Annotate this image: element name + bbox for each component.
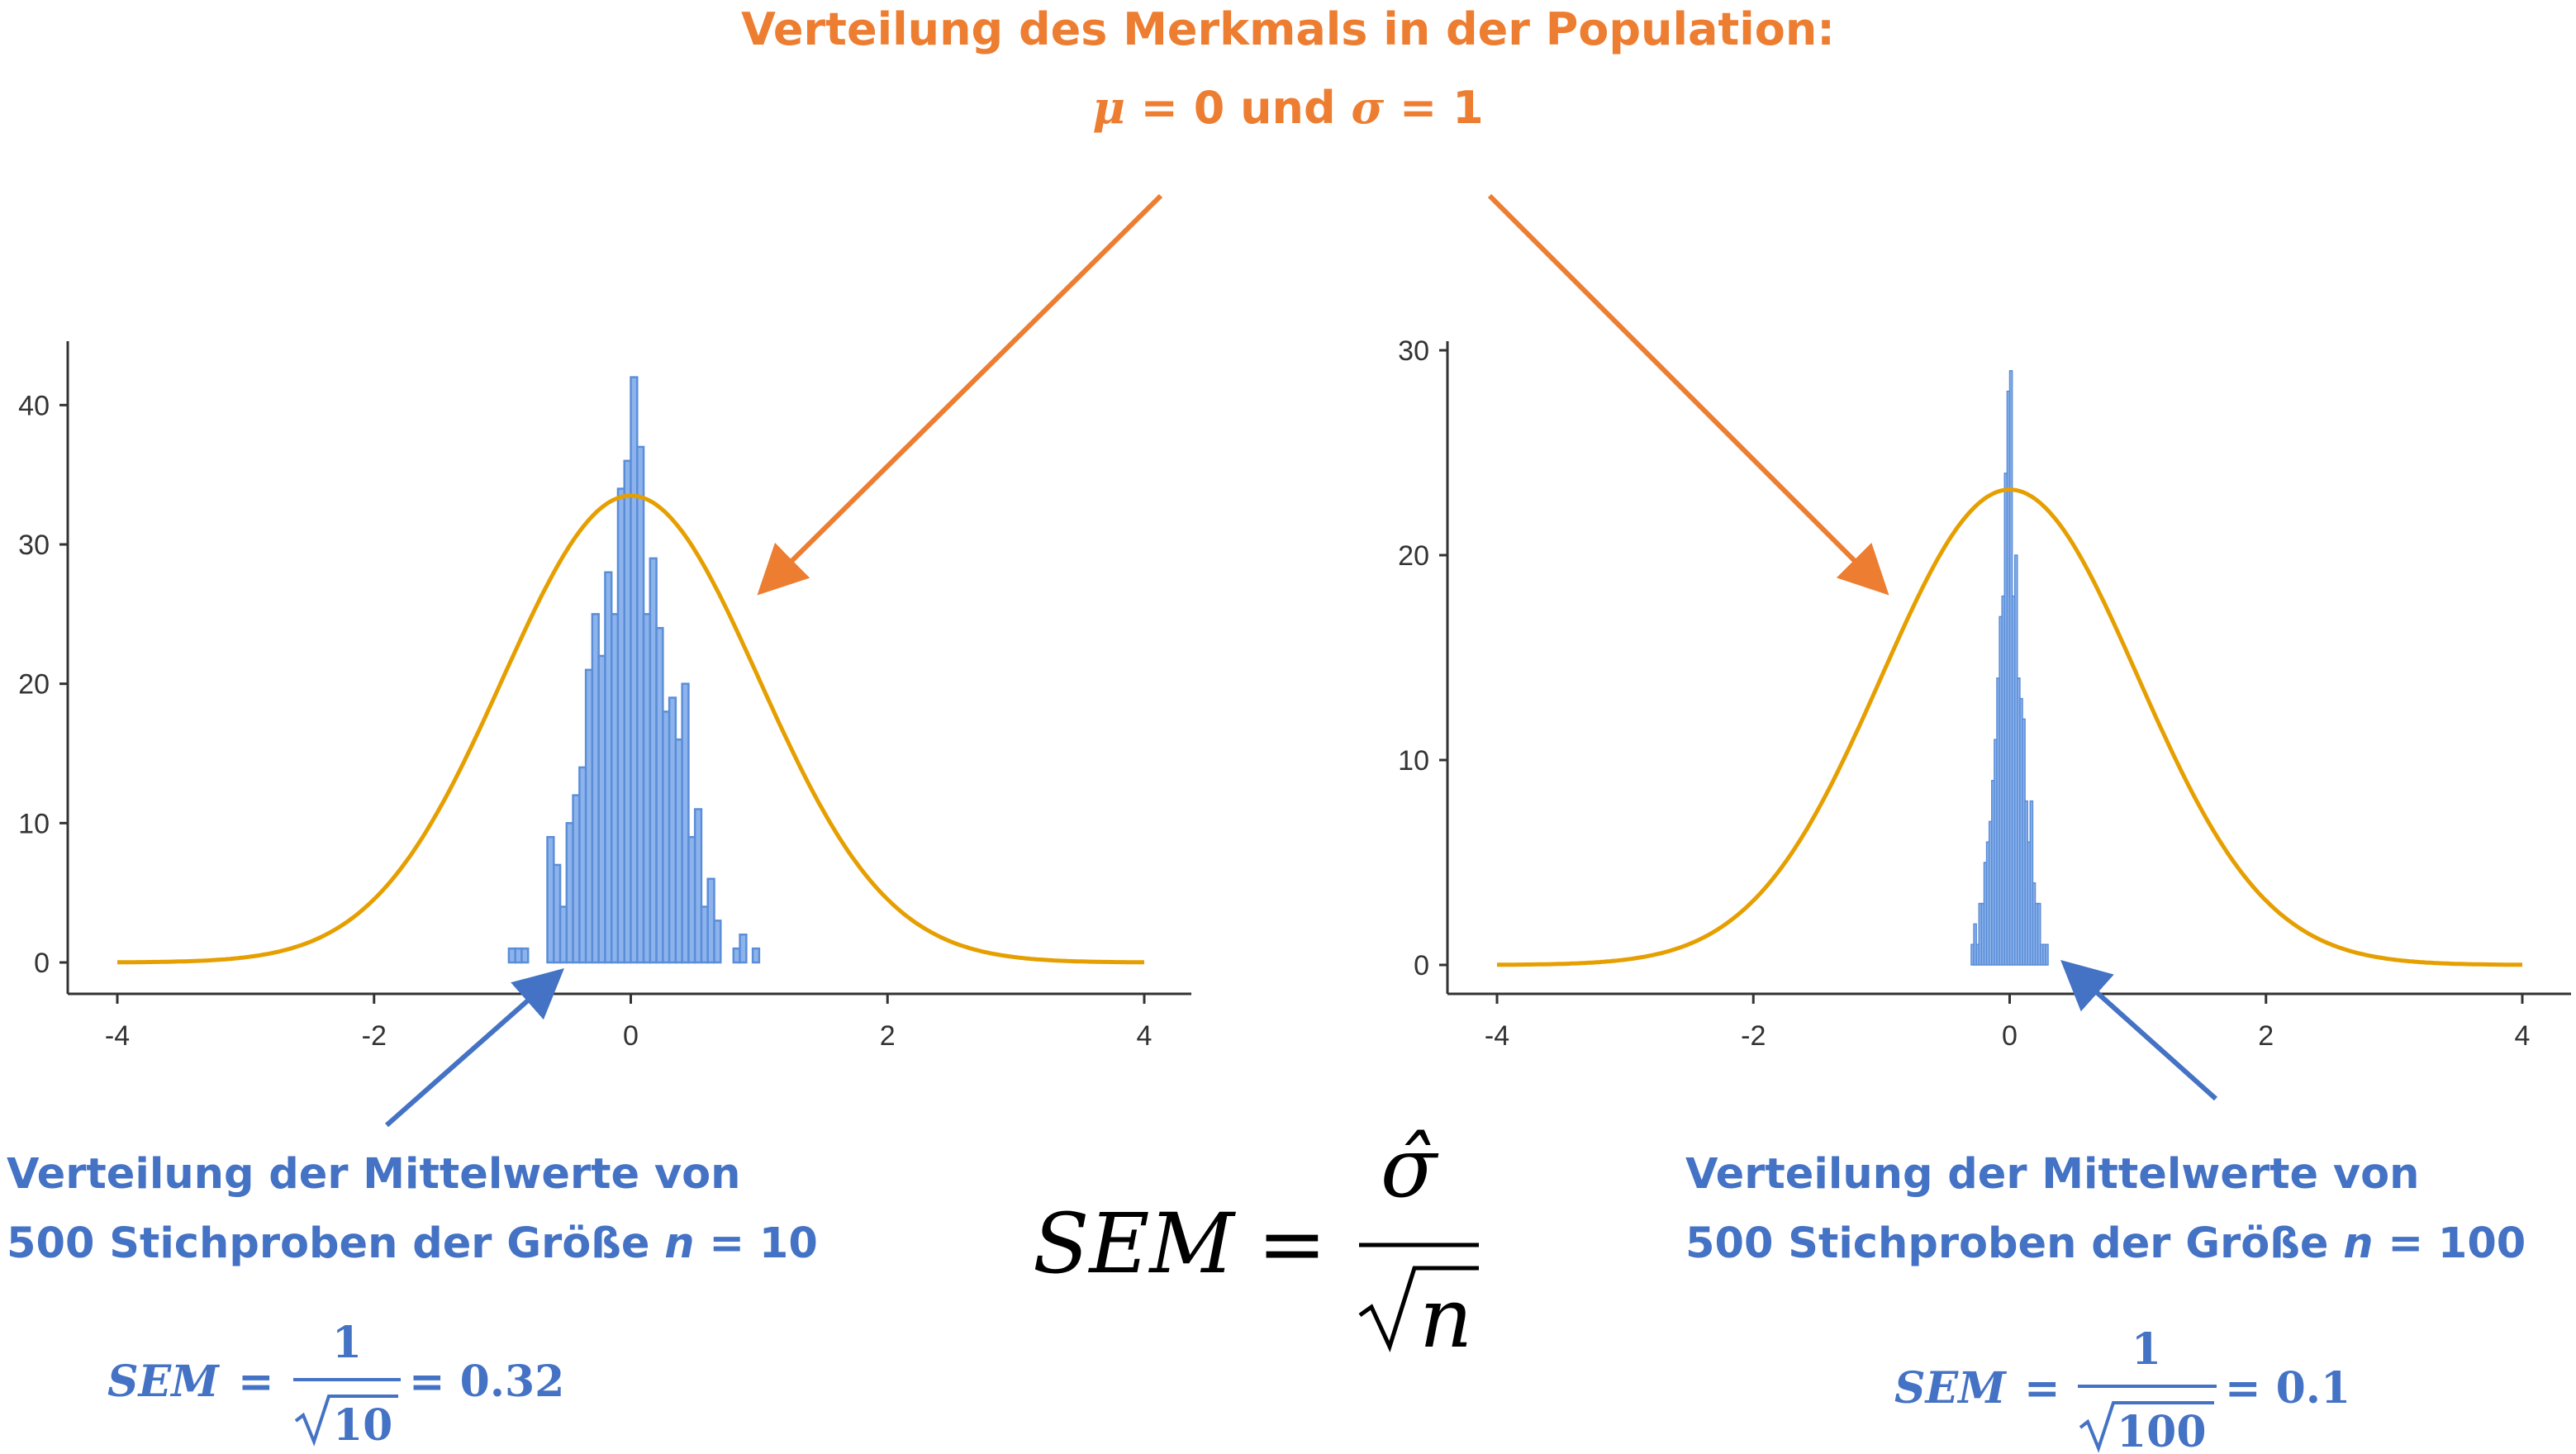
right-caption-line-1: Verteilung der Mittelwerte von bbox=[1685, 1150, 2420, 1199]
right-histogram-bars bbox=[1970, 370, 2049, 966]
left-y-tick-label: 30 bbox=[18, 530, 50, 561]
right-formula-result: = 0.1 bbox=[2225, 1363, 2350, 1414]
left-histogram-bar bbox=[739, 934, 748, 964]
title-line-1: Verteilung des Merkmals in der Populatio… bbox=[741, 3, 1835, 55]
blue-arrow-left bbox=[385, 968, 564, 1128]
main-formula-sqrt-sign bbox=[1358, 1266, 1479, 1352]
main-sem-formula: SEM = σ̂ n bbox=[1033, 1119, 1479, 1366]
main-formula-numerator: σ̂ bbox=[1381, 1119, 1439, 1216]
left-y-tick-label: 10 bbox=[18, 808, 50, 839]
right-histogram-bar bbox=[2037, 902, 2041, 966]
left-caption: Verteilung der Mittelwerte von 500 Stich… bbox=[7, 1148, 818, 1271]
blue-arrow-right bbox=[2060, 960, 2217, 1101]
right-sem-formula: SEM = 1 100 = 0.1 bbox=[1894, 1324, 2350, 1454]
left-x-tick-label: 0 bbox=[623, 1020, 639, 1052]
left-caption-prefix: 500 Stichproben der Größe bbox=[7, 1219, 665, 1268]
right-caption: Verteilung der Mittelwerte von 500 Stich… bbox=[1685, 1148, 2526, 1271]
right-formula-sqrt-sign bbox=[2079, 1401, 2214, 1453]
left-histogram-bar bbox=[520, 947, 530, 964]
right-caption-n-symbol: n bbox=[2343, 1219, 2374, 1268]
left-formula-sqrt-sign bbox=[294, 1395, 398, 1447]
left-histogram-bar bbox=[681, 682, 690, 964]
right-x-tick-label: 0 bbox=[2002, 1020, 2018, 1052]
page-title: Verteilung des Merkmals in der Populatio… bbox=[0, 0, 2576, 140]
right-y-tick-label: 30 bbox=[1398, 335, 1429, 367]
right-formula-numerator: 1 bbox=[2132, 1324, 2161, 1375]
right-y-tick-label: 20 bbox=[1398, 540, 1429, 572]
right-population-curve bbox=[1497, 487, 2522, 967]
left-caption-n-symbol: n bbox=[664, 1219, 695, 1268]
left-caption-line-1: Verteilung der Mittelwerte von bbox=[7, 1150, 741, 1199]
left-formula-result: = 0.32 bbox=[409, 1357, 564, 1407]
right-x-tick-label: -2 bbox=[1741, 1020, 1766, 1052]
right-x-tick-label: 4 bbox=[2515, 1020, 2531, 1052]
right-y-ticks: 0 10 20 30 bbox=[1398, 335, 1447, 981]
main-formula-equals: = bbox=[1257, 1195, 1327, 1292]
left-formula-lhs: SEM bbox=[107, 1357, 220, 1407]
right-caption-n-value: = 100 bbox=[2373, 1219, 2526, 1268]
left-x-tick-label: 2 bbox=[880, 1020, 896, 1052]
left-formula-numerator: 1 bbox=[332, 1318, 362, 1368]
left-formula-equals: = bbox=[238, 1357, 274, 1407]
right-formula-lhs: SEM bbox=[1894, 1363, 2007, 1414]
right-x-tick-label: -4 bbox=[1485, 1020, 1509, 1052]
right-formula-denominator: 100 bbox=[2117, 1407, 2207, 1454]
left-x-tick-label: 4 bbox=[1137, 1020, 1153, 1052]
left-x-tick-label: -4 bbox=[105, 1020, 130, 1052]
title-mu-value: = 0 und bbox=[1124, 82, 1352, 134]
right-histogram-chart: 0 10 20 30 -4 -2 0 2 4 bbox=[1398, 335, 2571, 1052]
orange-arrow-left bbox=[757, 193, 1163, 596]
orange-arrow-right bbox=[1487, 193, 1889, 596]
right-formula-equals: = bbox=[2024, 1363, 2060, 1414]
left-y-ticks: 0 10 20 30 40 bbox=[18, 390, 68, 979]
right-x-tick-label: 2 bbox=[2258, 1020, 2274, 1052]
left-x-tick-label: -2 bbox=[362, 1020, 387, 1052]
left-caption-line-2: 500 Stichproben der Größe n = 10 bbox=[7, 1218, 818, 1271]
right-caption-prefix: 500 Stichproben der Größe bbox=[1685, 1219, 2344, 1268]
left-histogram-bar bbox=[713, 919, 722, 964]
right-y-tick-label: 10 bbox=[1398, 745, 1429, 777]
left-histogram-bar bbox=[693, 808, 703, 964]
left-histogram-bar bbox=[751, 947, 761, 964]
title-mu-symbol: μ bbox=[1092, 81, 1125, 134]
left-y-tick-label: 20 bbox=[18, 669, 50, 701]
title-line-2: μ = 0 und σ = 1 bbox=[0, 81, 2576, 135]
right-y-tick-label: 0 bbox=[1414, 950, 1429, 981]
main-formula-denominator: n bbox=[1419, 1270, 1472, 1366]
left-caption-n-value: = 10 bbox=[694, 1219, 818, 1268]
left-y-tick-label: 40 bbox=[18, 390, 50, 421]
right-histogram-bar bbox=[2045, 943, 2049, 966]
left-histogram-chart: 0 10 20 30 40 -4 -2 0 2 4 bbox=[18, 341, 1191, 1052]
left-y-tick-label: 0 bbox=[34, 948, 50, 979]
left-histogram-bars bbox=[507, 376, 761, 964]
left-population-curve bbox=[117, 493, 1144, 965]
title-sigma-value: = 1 bbox=[1384, 82, 1484, 134]
left-formula-denominator: 10 bbox=[333, 1400, 392, 1451]
main-formula-lhs: SEM bbox=[1033, 1195, 1237, 1292]
right-x-ticks: -4 -2 0 2 4 bbox=[1485, 994, 2531, 1052]
right-caption-line-2: 500 Stichproben der Größe n = 100 bbox=[1685, 1218, 2526, 1271]
left-x-ticks: -4 -2 0 2 4 bbox=[105, 994, 1153, 1052]
title-sigma-symbol: σ bbox=[1351, 81, 1385, 134]
left-sem-formula: SEM = 1 10 = 0.32 bbox=[107, 1318, 564, 1451]
